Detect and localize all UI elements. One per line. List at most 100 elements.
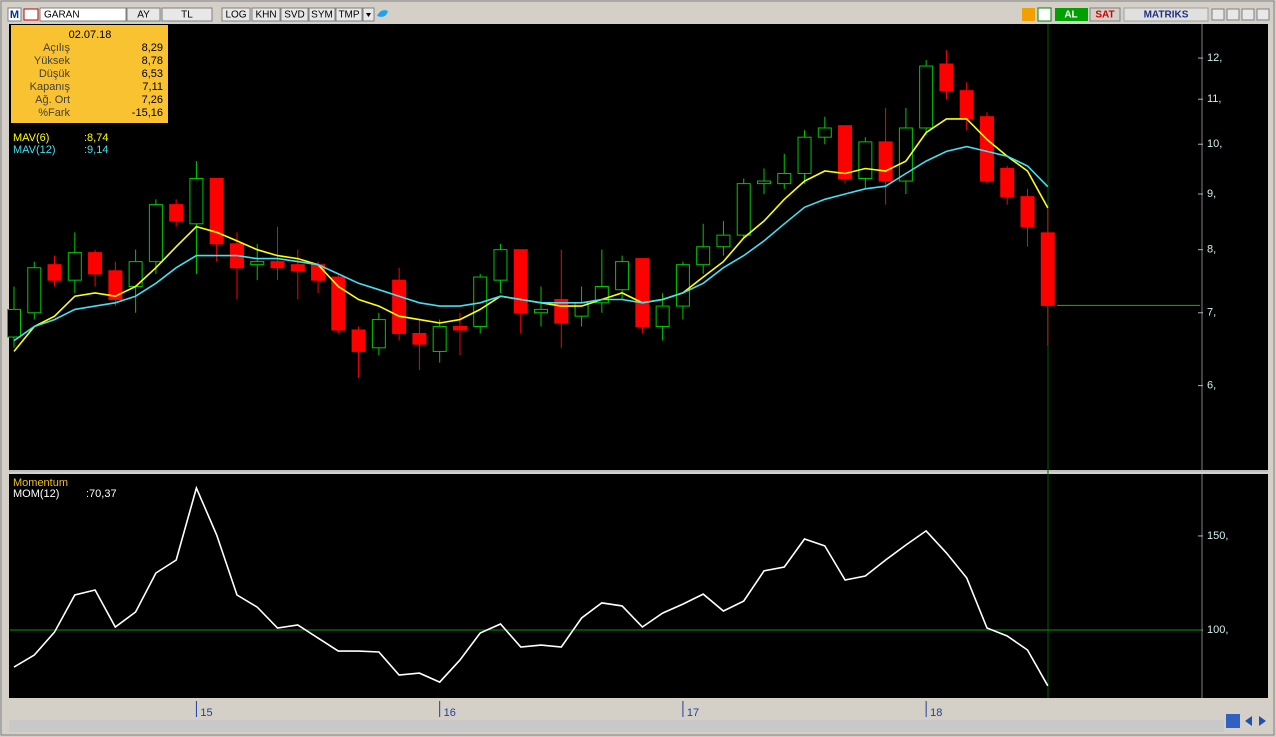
twitter-icon[interactable] xyxy=(377,10,388,17)
candle-body xyxy=(716,234,731,248)
candle-body xyxy=(959,90,974,120)
flag-icon[interactable] xyxy=(23,8,39,21)
close-button[interactable] xyxy=(1256,8,1270,21)
toolbar-button-label[interactable]: KHN xyxy=(255,10,276,21)
y-tick-label: 10, xyxy=(1207,138,1222,150)
info-value: 8,78 xyxy=(142,55,163,67)
buy-button[interactable] xyxy=(1055,8,1088,21)
scroll-right[interactable] xyxy=(1259,716,1266,726)
momentum-panel xyxy=(9,474,1268,698)
candle-body xyxy=(513,249,528,314)
y-tick-label: 6, xyxy=(1207,380,1216,392)
sell-label[interactable]: SAT xyxy=(1095,10,1114,21)
toolbar-button[interactable] xyxy=(126,7,161,22)
candle-body xyxy=(432,325,447,352)
candle-body xyxy=(493,249,508,281)
toolbar-button-label[interactable]: SVD xyxy=(284,10,305,21)
plot: 6, 7, 8, 9, 10, 11, 12, MAV(6):8,74 MAV(12):9,14… xyxy=(7,50,1228,719)
candle-body xyxy=(108,270,123,300)
candle-body xyxy=(189,178,204,225)
toolbar-button-label[interactable]: TMP xyxy=(338,10,359,21)
toolbar-button-label[interactable]: AY xyxy=(137,10,150,21)
candle-body xyxy=(351,329,366,352)
candle-body xyxy=(777,172,792,185)
toolbar-button-label[interactable]: SYM xyxy=(311,10,333,21)
candle-body xyxy=(919,65,934,129)
info-label: Düşük xyxy=(39,68,71,80)
candle-body xyxy=(878,141,893,182)
brand[interactable]: MATRIKS xyxy=(1144,10,1189,21)
refresh-icon[interactable] xyxy=(1037,7,1052,22)
moving-average-line xyxy=(13,145,1049,342)
candle-body xyxy=(452,325,467,331)
toolbar-button[interactable] xyxy=(335,7,363,22)
y-tick-label: 150, xyxy=(1207,530,1228,542)
y-tick-label: 12, xyxy=(1207,52,1222,64)
x-tick-label: 15 xyxy=(200,707,212,719)
restore-button[interactable] xyxy=(1226,8,1240,21)
toolbar-button-label[interactable]: TL xyxy=(181,10,193,21)
logo[interactable]: M xyxy=(10,9,19,21)
sell-button[interactable] xyxy=(1089,7,1121,22)
toolbar-button[interactable] xyxy=(161,7,213,22)
legend-value: :9,14 xyxy=(84,144,108,156)
legend-name: MAV(6) xyxy=(13,132,49,144)
candle-body xyxy=(979,116,994,182)
scroll-left[interactable] xyxy=(1245,716,1252,726)
candle-body xyxy=(675,264,690,307)
toolbar-button[interactable] xyxy=(308,7,336,22)
y-tick-label: 7, xyxy=(1207,307,1216,319)
candle-body xyxy=(148,204,163,263)
info-label: Kapanış xyxy=(30,81,71,93)
toolbar-button-label[interactable]: LOG xyxy=(225,10,246,21)
candle-body xyxy=(1040,232,1055,306)
candle-body xyxy=(250,261,265,266)
y-tick-label: 8, xyxy=(1207,244,1216,256)
time-axis xyxy=(9,700,1268,718)
scrollbar[interactable] xyxy=(9,720,1224,732)
info-value: 7,11 xyxy=(142,81,163,93)
candle-body xyxy=(47,264,62,281)
info-value: 8,29 xyxy=(142,42,163,54)
y-tick-label: 100, xyxy=(1207,624,1228,636)
candle-body xyxy=(817,127,832,138)
x-tick-label: 18 xyxy=(930,707,942,719)
symbol[interactable]: GARAN xyxy=(44,10,80,21)
candle-body xyxy=(290,264,305,272)
toolbar-button[interactable] xyxy=(280,7,309,22)
buy-label[interactable]: AL xyxy=(1064,10,1077,21)
candle-body xyxy=(756,180,771,185)
candle-body xyxy=(371,319,386,349)
toolbar-button[interactable] xyxy=(251,7,281,22)
info-label: Ağ. Ort xyxy=(35,94,70,106)
maximize-button[interactable] xyxy=(1241,8,1255,21)
price-panel xyxy=(9,24,1268,470)
candle-body xyxy=(838,125,853,180)
info-label: Açılış xyxy=(43,42,70,54)
legend-name: MOM(12) xyxy=(13,488,59,500)
brand-box[interactable] xyxy=(1123,7,1209,22)
info-value: 7,26 xyxy=(142,94,163,106)
info-label: %Fark xyxy=(38,107,70,119)
candle-body xyxy=(615,261,630,291)
legend-value: :70,37 xyxy=(86,488,117,500)
minimize-button[interactable] xyxy=(1211,8,1225,21)
sync-icon[interactable] xyxy=(1226,714,1240,728)
y-tick-label: 11, xyxy=(1207,93,1221,105)
candle-body xyxy=(534,308,549,314)
toolbar-button[interactable] xyxy=(221,7,251,22)
candle-body xyxy=(655,305,670,327)
candle-body xyxy=(209,178,224,245)
candle-body xyxy=(27,267,42,314)
candle-body xyxy=(696,246,711,266)
y-tick-label: 9, xyxy=(1207,188,1216,200)
info-box xyxy=(11,25,168,123)
logo-box[interactable] xyxy=(7,7,22,22)
symbol-field[interactable] xyxy=(39,7,127,22)
flash-icon[interactable] xyxy=(1022,8,1035,21)
dropdown-arrow xyxy=(366,13,371,17)
candle-body xyxy=(169,204,184,222)
candle-body xyxy=(412,332,427,345)
